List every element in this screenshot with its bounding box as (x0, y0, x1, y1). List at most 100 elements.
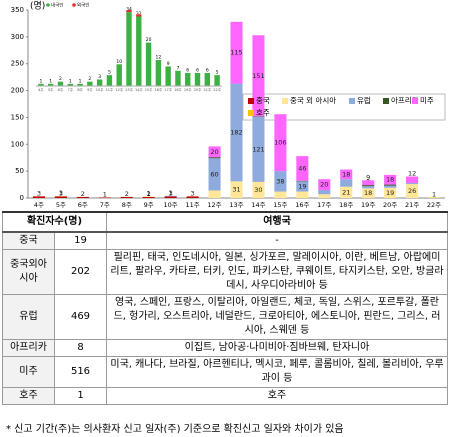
inset-bar (38, 83, 44, 86)
legend-label: 미주 (420, 96, 434, 105)
data-label: 26 (408, 187, 416, 195)
table-row: 중국외아시아 202 필리핀, 태국, 인도네시아, 일본, 싱가포르, 말레이시아… (2, 249, 448, 295)
chart: (명) 0501001502002503003504주35주316주27주18주… (11, 1, 446, 209)
bar-segment (32, 196, 46, 198)
legend-label: 중국 외 아시아 (290, 95, 336, 105)
inset-x-label: 16주 (155, 88, 163, 92)
inset-bar (57, 81, 64, 86)
header-cell: 확진자수(명) (1, 211, 108, 233)
bar-segment (318, 189, 331, 195)
region-cell: 미주 (2, 356, 55, 388)
bar-segment (54, 196, 67, 198)
data-label: 19 (298, 182, 306, 190)
inset-legend-label: 외국인 (77, 2, 89, 9)
bar-segment (318, 194, 331, 198)
data-label: 106 (274, 139, 286, 147)
inset-bar (67, 83, 73, 86)
y-axis-label: (명) (30, 1, 45, 12)
bar-segment (427, 197, 441, 198)
inset-data-label: 34 (126, 7, 132, 13)
x-tick-label: 11주 (185, 201, 199, 209)
bar-segment (164, 196, 177, 198)
data-label: 2 (147, 190, 151, 198)
inset-data-label: 1 (79, 78, 82, 84)
inset-bar (96, 79, 103, 86)
inset-bar (204, 72, 211, 86)
legend-label: 아프리카 (391, 95, 419, 105)
table: 확진자수(명) 여행국 중국 19- 중국외아시아 202 필리핀, 태국, 인도네시… (1, 211, 448, 405)
inset-data-label: 1 (39, 78, 42, 84)
table-row: 미주 516 미국, 캐나다, 브라질, 아르헨티나, 멕시코, 페루, 콜롬비아,… (2, 356, 448, 388)
x-tick-label: 20주 (383, 201, 397, 209)
inset-data-label: 3 (98, 74, 101, 80)
inset-bar (194, 72, 201, 86)
bar-segment (142, 196, 155, 197)
x-tick-label: 7주 (100, 201, 110, 209)
inset-legend-label: 내국인 (51, 2, 63, 9)
count-cell: 8 (53, 339, 108, 357)
data-label: 30 (254, 186, 262, 194)
inset-bar (136, 16, 142, 87)
bar-segment (318, 179, 331, 190)
inset-x-label: 17주 (164, 88, 172, 92)
bar-segment (340, 179, 353, 187)
data-label: 3 (59, 189, 63, 197)
region-cell: 중국 (2, 231, 55, 250)
data-label: 2 (125, 190, 129, 198)
header-cell: 여행국 (106, 211, 448, 233)
inset-data-label: 5 (216, 70, 219, 76)
country-cell: 필리핀, 태국, 인도네시아, 일본, 싱가포르, 말레이시아, 이란, 베트남… (106, 249, 448, 295)
inset-bar (126, 12, 132, 86)
bar-segment (362, 186, 375, 189)
bar-segment (186, 196, 199, 198)
data-label: 1 (432, 190, 436, 198)
inset-x-label: 15주 (145, 88, 153, 92)
legend-marker (412, 98, 418, 104)
region-cell: 유럽 (2, 294, 55, 340)
data-label: 1 (169, 189, 173, 197)
inset-bar (136, 14, 142, 17)
bar-segment (296, 191, 309, 198)
inset-x-label: 22주 (213, 88, 221, 92)
y-tick-label: 350 (11, 6, 24, 14)
x-tick-label: 12주 (207, 201, 221, 209)
inset-bar (87, 81, 93, 86)
legend-marker (282, 98, 288, 104)
country-cell: 이집트, 남아공·나미비아·짐바브웨, 탄자니아 (106, 339, 448, 357)
bar-segment (142, 196, 155, 198)
bar-segment (164, 195, 177, 197)
x-tick-label: 21주 (405, 201, 419, 209)
bar-segment (296, 156, 309, 181)
inset-bar (185, 72, 191, 86)
x-tick-label: 14주 (251, 201, 265, 209)
count-cell: 516 (53, 356, 108, 388)
data-label: 1 (59, 189, 63, 197)
x-tick-label: 8주 (122, 201, 132, 209)
bar-segment (406, 182, 419, 185)
table-row: 아프리카 8 이집트, 남아공·나미비아·짐바브웨, 탄자니아 (2, 339, 448, 357)
bar-segment (252, 116, 265, 117)
legend-label: 호주 (256, 108, 270, 117)
inset-x-label: 13주 (125, 88, 133, 92)
bar-segment (296, 181, 309, 192)
inset-bar (106, 75, 113, 86)
data-label: 3 (37, 189, 41, 197)
data-label: 18 (386, 176, 394, 184)
data-label: 12 (408, 170, 416, 178)
x-tick-label: 17주 (317, 201, 331, 209)
region-cell: 중국외아시아 (2, 249, 55, 295)
inset-bar (175, 70, 181, 86)
inset-data-label: 6 (196, 67, 199, 73)
count-cell: 202 (53, 249, 108, 295)
data-label: 21 (342, 188, 350, 196)
bar-segment (362, 180, 375, 186)
inset-data-label: 5 (108, 70, 111, 76)
bar-segment (340, 169, 353, 180)
data-label: 18 (364, 189, 372, 197)
bar-segment (274, 191, 287, 198)
bar-segment (76, 196, 89, 198)
count-cell: 1 (53, 387, 108, 405)
bar-segment (384, 187, 397, 198)
y-tick-label: 50 (15, 167, 24, 175)
